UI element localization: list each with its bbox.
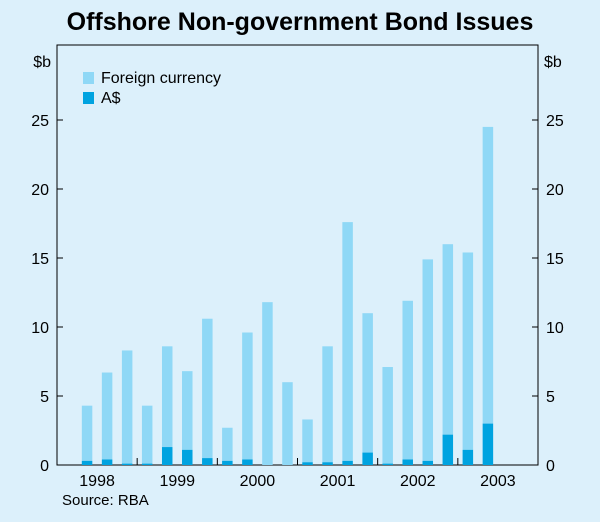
bar-a-dollar <box>182 449 193 465</box>
bar-a-dollar <box>101 459 113 465</box>
x-tick-label: 1998 <box>79 473 115 490</box>
bar-foreign-currency <box>222 427 233 461</box>
bar-a-dollar <box>202 458 213 465</box>
bar-a-dollar <box>482 423 494 465</box>
bar-a-dollar <box>161 447 173 465</box>
y-tick-label-right: 5 <box>546 389 555 406</box>
y-tick-label-left: 20 <box>31 182 49 199</box>
bar-a-dollar <box>382 463 393 465</box>
bar-foreign-currency <box>202 318 213 459</box>
x-tick-label: 2002 <box>400 473 436 490</box>
bar-foreign-currency <box>182 371 193 450</box>
bar-a-dollar <box>462 449 474 465</box>
legend-label: Foreign currency <box>101 70 221 87</box>
legend-swatch <box>83 72 94 84</box>
bar-foreign-currency <box>121 350 133 464</box>
x-tick-label: 2000 <box>240 473 276 490</box>
bar-a-dollar <box>121 463 133 465</box>
bar-foreign-currency <box>402 300 413 460</box>
axes: $b $b 0 0 5 5 10 10 15 15 20 20 25 25 1998 1999 2000 2001… <box>31 54 564 490</box>
y-unit-right: $b <box>544 54 562 71</box>
bar-foreign-currency <box>282 382 293 465</box>
bar-foreign-currency <box>141 405 153 464</box>
y-tick-label-left: 10 <box>31 320 49 337</box>
y-tick-label-right: 20 <box>546 182 564 199</box>
bar-a-dollar <box>442 434 454 465</box>
bar-foreign-currency <box>322 346 333 463</box>
y-unit-left: $b <box>33 54 51 71</box>
y-tick-label-right: 25 <box>546 113 564 130</box>
legend-label: A$ <box>101 90 121 107</box>
bar-a-dollar <box>342 460 353 465</box>
y-tick-label-left: 15 <box>31 251 49 268</box>
bar-a-dollar <box>422 460 434 465</box>
bar-foreign-currency <box>382 367 393 464</box>
x-tick-label: 1999 <box>159 473 195 490</box>
y-tick-label-right: 10 <box>546 320 564 337</box>
legend-swatch <box>83 92 94 104</box>
bar-foreign-currency <box>482 126 494 424</box>
y-tick-label-left: 25 <box>31 113 49 130</box>
bar-a-dollar <box>242 459 253 465</box>
bars <box>81 126 494 465</box>
bar-foreign-currency <box>161 346 173 448</box>
y-tick-label-left: 0 <box>40 458 49 475</box>
bar-foreign-currency <box>81 405 93 461</box>
bar-a-dollar <box>322 462 333 465</box>
bar-foreign-currency <box>462 252 474 450</box>
bar-a-dollar <box>302 462 313 465</box>
bar-foreign-currency <box>242 332 253 460</box>
bar-foreign-currency <box>422 259 434 461</box>
source-note: Source: RBA <box>62 492 149 509</box>
bar-foreign-currency <box>262 302 273 465</box>
y-tick-label-right: 15 <box>546 251 564 268</box>
legend: Foreign currency A$ <box>83 70 221 107</box>
bar-a-dollar <box>222 460 233 465</box>
bar-foreign-currency <box>101 372 113 460</box>
bar-foreign-currency <box>342 222 353 461</box>
bar-foreign-currency <box>302 419 313 463</box>
y-tick-label-left: 5 <box>40 389 49 406</box>
x-tick-label: 2003 <box>480 473 516 490</box>
bar-a-dollar <box>81 460 93 465</box>
chart-title: Offshore Non-government Bond Issues <box>66 8 534 36</box>
bar-a-dollar <box>362 452 373 465</box>
bar-foreign-currency <box>442 244 454 435</box>
bar-a-dollar <box>141 463 153 465</box>
bar-a-dollar <box>402 459 413 465</box>
x-tick-label: 2001 <box>320 473 356 490</box>
y-tick-label-right: 0 <box>546 458 555 475</box>
bar-foreign-currency <box>362 313 373 453</box>
